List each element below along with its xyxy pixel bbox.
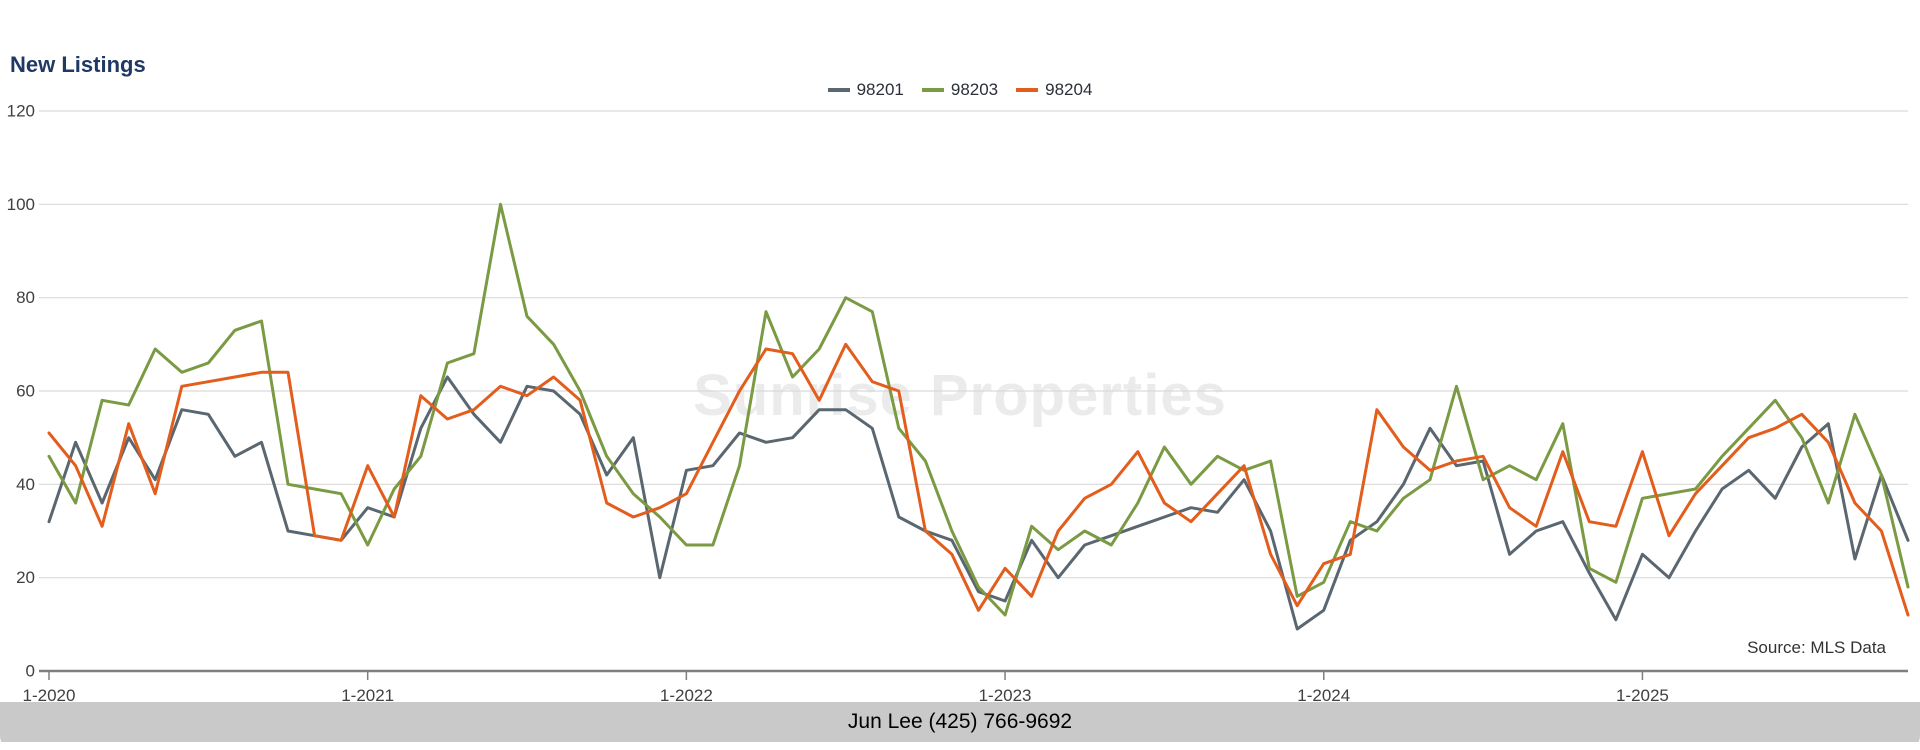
- series-line-98204: [47, 342, 1910, 617]
- legend-swatch-98203: [921, 88, 944, 92]
- legend-swatch-98201: [827, 88, 850, 92]
- legend-item-98204: 98204: [1016, 80, 1092, 100]
- x-tick-label-1-2023: 1-2023: [979, 686, 1032, 705]
- legend-label-98204: 98204: [1045, 80, 1093, 99]
- source-attribution: Source: MLS Data: [1747, 638, 1886, 657]
- chart-title: New Listings: [10, 52, 146, 77]
- series-line-98203: [47, 202, 1910, 617]
- footer-bar: Jun Lee (425) 766-9692: [0, 702, 1920, 742]
- legend-label-98203: 98203: [950, 80, 999, 99]
- chart-legend: 98201 98203 98204: [0, 80, 1920, 100]
- watermark-text: Sunrise Properties: [693, 363, 1227, 428]
- x-tick-label-1-2025: 1-2025: [1616, 686, 1669, 705]
- y-tick-label-20: 20: [16, 568, 35, 587]
- legend-label-98201: 98201: [856, 80, 904, 99]
- legend-item-98201: 98201: [827, 80, 904, 100]
- y-tick-label-80: 80: [16, 288, 35, 307]
- series-line-98201: [47, 375, 1910, 631]
- x-tick-label-1-2022: 1-2022: [660, 686, 713, 705]
- y-tick-label-100: 100: [7, 195, 35, 214]
- footer-contact-text: Jun Lee (425) 766-9692: [847, 710, 1073, 733]
- y-tick-label-120: 120: [7, 101, 35, 120]
- x-tick-label-1-2024: 1-2024: [1297, 686, 1350, 705]
- x-tick-label-1-2020: 1-2020: [23, 686, 76, 705]
- y-tick-label-40: 40: [16, 475, 35, 494]
- y-tick-label-0: 0: [26, 661, 35, 680]
- legend-item-98203: 98203: [921, 80, 999, 100]
- x-tick-label-1-2021: 1-2021: [341, 686, 394, 705]
- y-tick-label-60: 60: [16, 381, 35, 400]
- legend-swatch-98204: [1016, 88, 1039, 92]
